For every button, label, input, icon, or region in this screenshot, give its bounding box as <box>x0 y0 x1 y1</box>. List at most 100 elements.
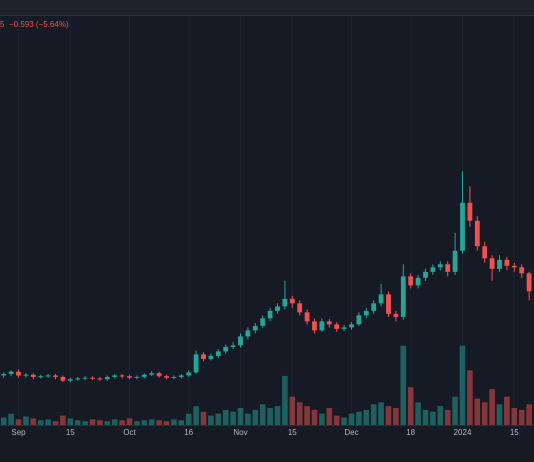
volume-bar <box>452 396 458 425</box>
x-tick-label: 15 <box>66 428 75 437</box>
candle-body <box>356 315 362 325</box>
volume-bar <box>319 413 325 425</box>
candle-body <box>149 373 155 375</box>
volume-bar <box>45 419 51 425</box>
candle-body <box>319 321 325 331</box>
volume-bar <box>282 375 288 425</box>
candle-body <box>60 376 66 381</box>
candle-body <box>260 318 266 326</box>
candle-body <box>275 306 280 311</box>
candle-body <box>156 373 162 377</box>
volume-bar <box>333 415 340 425</box>
candle-body <box>82 377 88 379</box>
candle-body <box>489 258 495 269</box>
header-price: 5 <box>0 20 5 29</box>
candle-body <box>341 327 347 329</box>
candle-body <box>445 264 451 272</box>
candle-body <box>45 375 51 377</box>
candle-body <box>400 276 406 317</box>
volume-bar <box>60 415 66 425</box>
volume-bar <box>74 420 81 425</box>
candle-body <box>304 312 310 322</box>
candle-body <box>245 330 251 337</box>
x-tick-label: 15 <box>510 428 519 437</box>
candle-body <box>371 303 377 311</box>
volume-bar <box>459 345 466 425</box>
volume-bar <box>363 409 370 425</box>
candle-body <box>30 374 36 377</box>
candle-body <box>1 373 7 376</box>
x-tick-label: Dec <box>344 428 358 437</box>
candle-body <box>112 375 118 377</box>
volume-bar <box>185 413 192 425</box>
volume-bar <box>156 420 162 425</box>
candle-body <box>312 321 317 331</box>
candle-body <box>104 376 110 380</box>
volume-bar <box>496 404 503 425</box>
volume-bar <box>289 396 296 425</box>
volume-bar <box>0 417 7 425</box>
candle-body <box>127 376 132 378</box>
volume-bar <box>348 413 355 425</box>
candle-body <box>230 345 236 347</box>
candle-body <box>482 246 488 259</box>
volume-bar <box>104 421 111 425</box>
candle-body <box>460 202 465 251</box>
candle-body <box>134 376 140 378</box>
candle-body <box>423 271 428 278</box>
candle-body <box>90 377 95 379</box>
candle-body <box>378 294 384 304</box>
candle-body <box>282 298 288 307</box>
volume-bar <box>385 406 392 425</box>
candle-body <box>97 378 103 380</box>
candle-body <box>526 273 532 292</box>
candle-body <box>334 324 340 329</box>
volume-bar <box>82 421 88 425</box>
volume-bar <box>111 419 118 425</box>
candle-body <box>8 371 14 374</box>
volume-bar <box>15 419 22 425</box>
candle-body <box>186 372 192 376</box>
volume-bar <box>119 420 125 425</box>
volume-bar <box>400 345 407 425</box>
volume-bar <box>245 413 251 425</box>
candle-body <box>408 276 414 286</box>
candle-body <box>467 202 473 221</box>
volume-bar <box>200 411 207 425</box>
volume-bar <box>489 389 495 425</box>
candle-body <box>497 259 502 269</box>
volume-bar <box>126 418 133 425</box>
volume-bar <box>259 404 266 425</box>
volume-bar <box>237 408 244 425</box>
volume-bar <box>274 406 281 425</box>
candle-body <box>178 375 184 377</box>
volume-bar <box>148 419 155 425</box>
candle-body <box>67 379 73 381</box>
volume-bar <box>222 409 229 425</box>
candle-body <box>437 264 443 268</box>
volume-bar <box>230 411 236 425</box>
volume-bar <box>163 421 170 425</box>
volume-bar <box>296 402 303 425</box>
candle-body <box>267 310 273 319</box>
candle-body <box>519 267 525 274</box>
candle-body <box>53 375 58 377</box>
volume-bar <box>467 370 473 425</box>
x-tick-label: Sep <box>11 428 26 437</box>
volume-bar <box>526 404 532 425</box>
volume-bar <box>97 420 103 425</box>
volume-bar <box>52 421 59 425</box>
volume-bar <box>23 416 29 425</box>
volume-bar <box>30 418 37 425</box>
volume-bar <box>407 387 414 425</box>
volume-bar <box>378 402 384 425</box>
volume-bar <box>341 417 347 425</box>
volume-bar <box>208 415 214 425</box>
candle-body <box>215 351 221 356</box>
candle-body <box>38 376 44 378</box>
volume-bar <box>193 406 199 425</box>
volume-bar <box>356 411 362 425</box>
candle-body <box>349 324 354 328</box>
candle-body <box>363 310 369 316</box>
